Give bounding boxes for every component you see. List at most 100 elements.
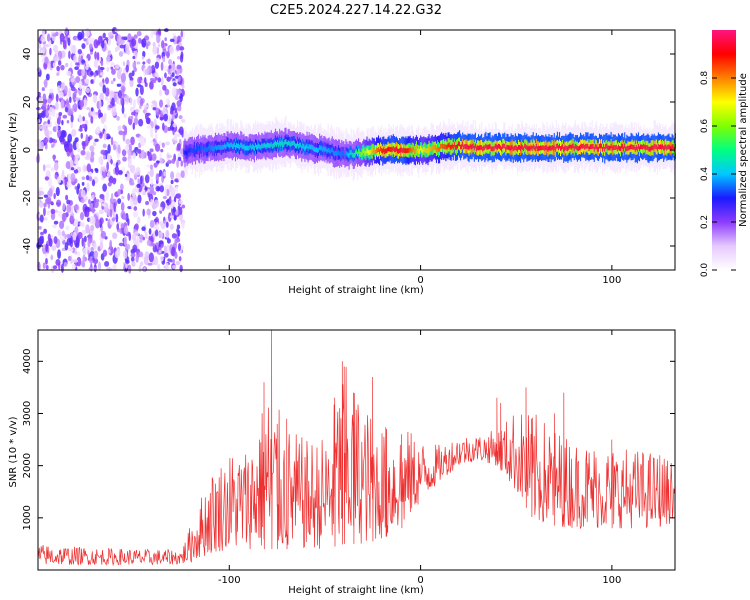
spectrogram-noise-cell	[40, 35, 46, 43]
spectrogram-peak-cell	[617, 144, 620, 150]
spectrogram-peak-cell	[452, 144, 454, 150]
spectrogram-peak-cell	[466, 143, 468, 149]
spectrogram-peak-cell	[235, 142, 238, 148]
spectrogram-noise-cell	[172, 264, 177, 270]
spectrogram-peak-cell	[271, 144, 273, 149]
spectrogram-noise-cell	[131, 38, 137, 47]
spectrogram-noise-cell	[41, 102, 47, 110]
spectrogram-peak-cell	[495, 144, 498, 150]
spectrogram-noise-cell	[104, 87, 110, 97]
spectrogram-noise-cell	[170, 171, 175, 180]
spectrogram-peak-cell	[347, 152, 349, 158]
spectrogram-noise-cell	[99, 72, 104, 76]
spectrogram-ylabel: Frequency (Hz)	[8, 112, 19, 188]
spectrogram-noise-cell	[176, 133, 181, 138]
spectrogram-xlabel: Height of straight line (km)	[288, 285, 424, 296]
spectrogram-peak-cell	[421, 147, 423, 153]
spectrogram-peak-cell	[607, 145, 609, 151]
spectrogram-noise-cell	[159, 206, 163, 211]
figure-title: C2E5.2024.227.14.22.G32	[270, 3, 442, 18]
spectrogram-peak-cell	[350, 150, 352, 155]
spectrogram-noise-cell	[100, 60, 104, 67]
spectrogram-noise-cell	[106, 267, 112, 272]
spectrogram-peak-cell	[573, 146, 575, 152]
spectrogram-noise-cell	[110, 136, 114, 146]
spectrogram-peak-cell	[391, 147, 393, 153]
spectrogram-noise-cell	[135, 108, 140, 113]
spectrogram-noise-cell	[99, 66, 105, 71]
spectrogram-peak-cell	[549, 145, 551, 151]
spectrogram-noise-cell	[152, 45, 158, 55]
spectrogram-peak-cell	[281, 140, 283, 146]
spectrogram-peak-cell	[245, 145, 247, 151]
spectrogram-noise-cell	[44, 44, 50, 48]
spectrogram-peak-cell	[360, 152, 362, 157]
spectrogram-noise-cell	[62, 138, 66, 146]
spectrogram-peak-cell	[512, 146, 514, 152]
spectrogram-noise-cell	[56, 72, 60, 77]
spectrogram-peak-cell	[669, 145, 671, 151]
spectrogram-noise-cell	[85, 224, 90, 234]
spectrogram-noise-cell	[145, 200, 150, 206]
spectrogram-peak-cell	[192, 148, 195, 153]
spectrogram-noise-cell	[122, 156, 127, 162]
spectrogram-noise-cell	[159, 221, 164, 226]
spectrogram-noise-cell	[150, 198, 154, 206]
spectrogram-peak-cell	[511, 144, 513, 150]
spectrogram-noise-cell	[55, 124, 59, 133]
spectrogram-peak-cell	[606, 143, 608, 149]
spectrogram-peak-cell	[348, 152, 350, 158]
spectrogram-peak-cell	[486, 144, 488, 150]
spectrogram-peak-cell	[547, 146, 549, 152]
spectrogram-noise-cell	[66, 70, 72, 77]
spectrogram-noise-cell	[44, 56, 49, 65]
spectrogram-noise-cell	[112, 112, 118, 116]
spectrogram-peak-cell	[367, 149, 369, 155]
snr-frame	[37, 329, 676, 571]
spectrogram-noise-cell	[88, 176, 93, 182]
spectrogram-peak-cell	[483, 145, 485, 151]
spectrogram-peak-cell	[603, 143, 605, 149]
spectrogram-noise-cell	[140, 140, 145, 146]
spectrogram-peak-cell	[534, 146, 536, 152]
spectrogram-peak-cell	[471, 144, 473, 149]
spectrogram-noise-cell	[146, 66, 150, 76]
spectrogram-noise-cell	[141, 56, 145, 60]
spectrogram-noise-cell	[150, 167, 154, 178]
spectrogram-noise-cell	[151, 100, 157, 105]
spectrogram-noise-cell	[123, 36, 128, 41]
spectrogram-noise-cell	[146, 125, 152, 129]
spectrogram-x-tick-label: -100	[218, 275, 241, 286]
spectrogram-x-tick-label: 0	[417, 275, 423, 286]
spectrogram-noise-cell	[111, 217, 116, 222]
spectrogram-peak-cell	[570, 145, 572, 150]
spectrogram-noise-cell	[101, 205, 104, 210]
spectrogram-noise-cell	[95, 111, 98, 115]
spectrogram-noise-cell	[70, 167, 75, 171]
spectrogram-peak-cell	[291, 141, 293, 146]
spectrogram-noise-cell	[156, 222, 159, 231]
spectrogram-noise-cell	[107, 171, 111, 177]
spectrogram-noise-cell	[125, 138, 131, 145]
spectrogram-peak-cell	[542, 145, 544, 151]
spectrogram-noise-cell	[112, 232, 118, 240]
spectrogram-peak-cell	[330, 147, 332, 153]
spectrogram-peak-cell	[456, 143, 459, 149]
colorbar-tick-label: 0.2	[700, 215, 710, 229]
spectrogram-noise-cell	[171, 158, 176, 164]
spectrogram-peak-cell	[255, 144, 258, 150]
spectrogram-peak-cell	[221, 145, 223, 150]
spectrogram-peak-cell	[365, 150, 367, 156]
spectrogram-peak-cell	[252, 144, 255, 150]
spectrogram-peak-cell	[392, 146, 394, 151]
spectrogram-peak-cell	[311, 145, 313, 150]
spectrogram-peak-cell	[587, 143, 589, 149]
spectrogram-noise-cell	[158, 240, 164, 245]
spectrogram-peak-cell	[302, 143, 304, 149]
spectrogram-peak-cell	[273, 142, 276, 147]
spectrogram-peak-cell	[515, 145, 518, 151]
spectrogram-noise-cell	[74, 250, 78, 255]
spectrogram-noise-cell	[168, 58, 173, 66]
spectrogram-noise-cell	[168, 212, 172, 222]
spectrogram-peak-cell	[374, 149, 377, 155]
